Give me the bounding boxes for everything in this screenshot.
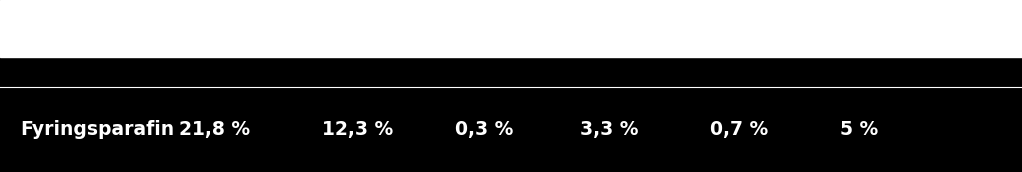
- Text: Fyringsparafin: Fyringsparafin: [20, 120, 175, 139]
- Text: 12,3 %: 12,3 %: [322, 120, 393, 139]
- Text: 10,2 %: 10,2 %: [322, 34, 393, 53]
- Text: 6,9 %: 6,9 %: [580, 34, 639, 53]
- Text: 21,8 %: 21,8 %: [179, 120, 250, 139]
- Text: 0,7 %: 0,7 %: [710, 120, 769, 139]
- Text: 5,5 %: 5,5 %: [840, 34, 898, 53]
- Text: Fyringsolje: Fyringsolje: [20, 34, 137, 53]
- Text: 5 %: 5 %: [840, 120, 878, 139]
- Text: 0,3 %: 0,3 %: [455, 120, 513, 139]
- Text: 3,3 %: 3,3 %: [580, 120, 639, 139]
- Bar: [0, 0, 1022, 57]
- Text: 22,6 %: 22,6 %: [179, 34, 250, 53]
- Text: 1 %: 1 %: [455, 34, 493, 53]
- Text: 0,5 %: 0,5 %: [710, 34, 769, 53]
